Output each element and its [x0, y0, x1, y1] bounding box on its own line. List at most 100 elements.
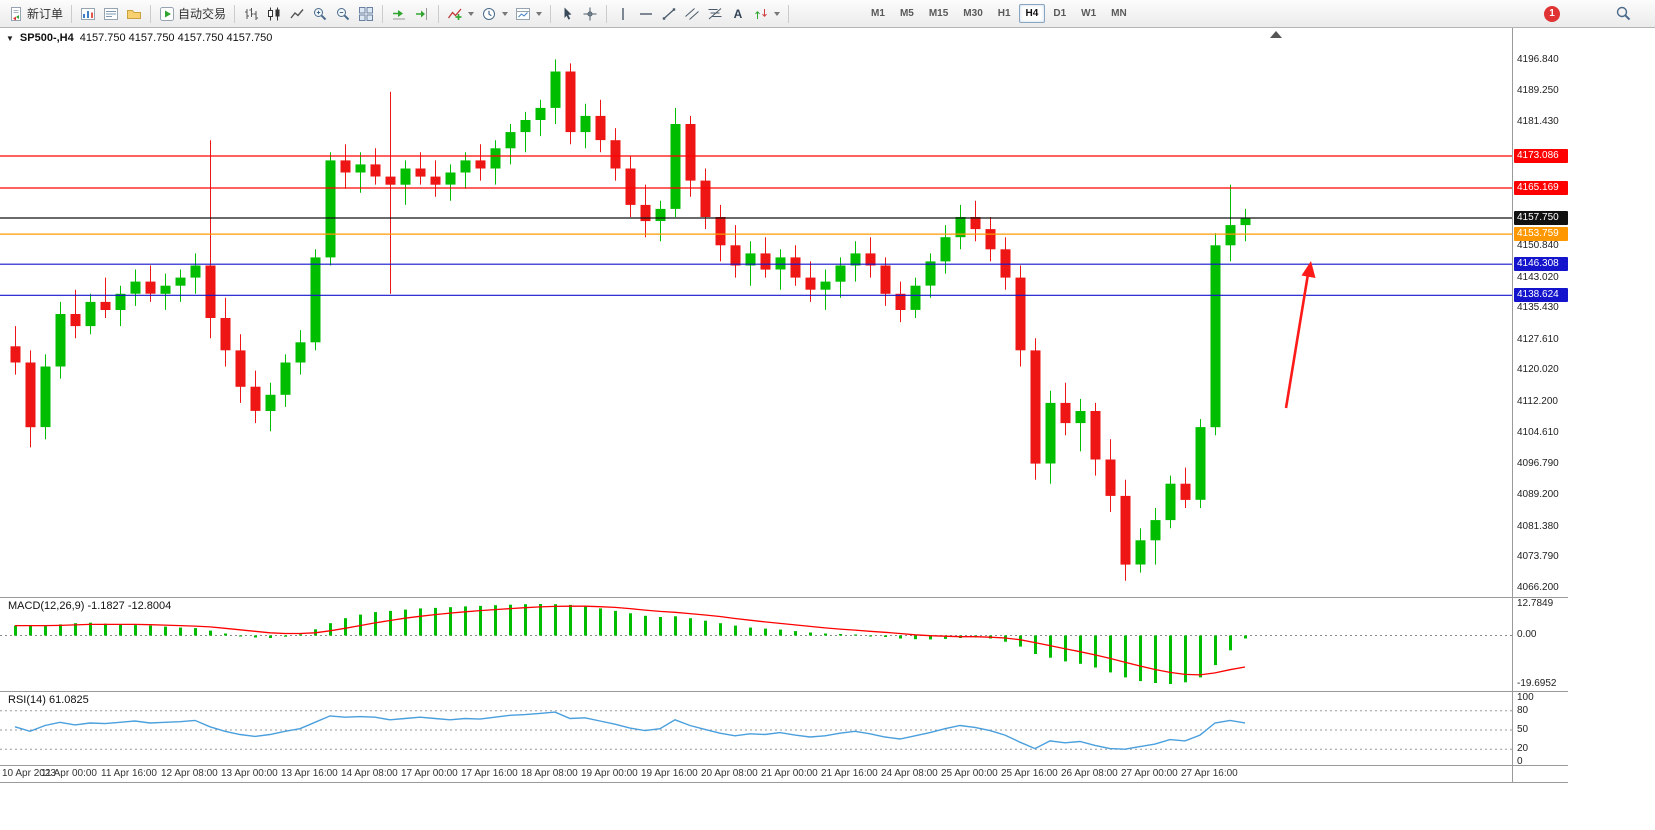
toolbar-separator [382, 4, 384, 23]
price-axis-label: 4120.020 [1517, 364, 1559, 376]
price-axis-label: 4196.840 [1517, 54, 1559, 65]
candlestick-chart-button[interactable] [263, 4, 285, 24]
toolbar-separator [438, 4, 440, 23]
timeframe-button-m30[interactable]: M30 [956, 4, 989, 23]
timeframe-button-m15[interactable]: M15 [922, 4, 955, 23]
timeframe-toolbar: M1 M5 M15 M30 H1 H4 D1 W1 MN [864, 4, 1134, 23]
equidistant-channel-icon [685, 7, 699, 20]
time-axis-label: 17 Apr 00:00 [401, 768, 458, 779]
cursor-button[interactable] [556, 4, 578, 24]
time-axis-label: 21 Apr 00:00 [761, 768, 818, 779]
time-axis-label: 10 Apr 2023 [2, 768, 56, 779]
auto-trading-icon [160, 6, 175, 21]
macd-axis-label: 0.00 [1517, 629, 1537, 641]
dropdown-caret-icon [774, 11, 781, 16]
vertical-line-icon [622, 7, 624, 20]
timeframe-button-h1[interactable]: H1 [991, 4, 1018, 23]
time-axis-label: 19 Apr 16:00 [641, 768, 698, 779]
trendline-button[interactable] [658, 4, 680, 24]
time-axis-label: 21 Apr 16:00 [821, 768, 878, 779]
chart-title: ▼ SP500-,H4 4157.750 4157.750 4157.750 4… [6, 32, 272, 44]
trend-arrow-annotation[interactable] [1284, 261, 1316, 409]
search-icon[interactable] [1615, 5, 1632, 22]
zoom-out-icon [337, 7, 350, 20]
text-tool-icon: A [734, 7, 743, 21]
indicators-button[interactable] [444, 4, 477, 24]
templates-icon [516, 7, 531, 20]
chart-shift-button[interactable] [411, 4, 433, 24]
time-axis-label: 19 Apr 00:00 [581, 768, 638, 779]
timeframe-button-w1[interactable]: W1 [1074, 4, 1103, 23]
time-axis-label: 27 Apr 00:00 [1121, 768, 1178, 779]
dropdown-caret-icon [536, 11, 543, 16]
time-axis-label: 12 Apr 08:00 [161, 768, 218, 779]
fibonacci-button[interactable] [704, 4, 726, 24]
market-watch-button[interactable] [77, 4, 99, 24]
time-axis-label: 13 Apr 16:00 [281, 768, 338, 779]
timeframe-button-mn[interactable]: MN [1104, 4, 1134, 23]
dropdown-caret-icon [502, 11, 509, 16]
price-axis-label: 4143.020 [1517, 271, 1559, 283]
candlestick-chart-icon [268, 7, 280, 20]
price-axis-label: 4073.790 [1517, 551, 1559, 563]
new-order-icon [11, 6, 21, 21]
notification-badge[interactable]: 1 [1544, 5, 1560, 22]
price-level-tag: 4165.169 [1514, 181, 1568, 195]
arrows-tool-icon [755, 8, 767, 19]
vertical-line-button[interactable] [612, 4, 634, 24]
arrows-tool-button[interactable] [750, 4, 783, 24]
one-click-trading-arrow[interactable]: ▼ [6, 33, 14, 43]
equidistant-channel-button[interactable] [681, 4, 703, 24]
line-chart-icon [290, 8, 304, 18]
time-axis[interactable]: 10 Apr 2023 11 Apr 00:00 11 Apr 16:00 12 Ap… [0, 766, 1512, 782]
rsi-axis-label: 20 [1517, 743, 1529, 755]
zoom-in-button[interactable] [309, 4, 331, 24]
time-axis-label: 25 Apr 16:00 [1001, 768, 1058, 779]
data-window-icon [104, 7, 119, 20]
macd-axis-label: 12.7849 [1517, 597, 1554, 609]
chart-shift-marker[interactable] [1270, 31, 1282, 38]
time-axis-label: 11 Apr 16:00 [101, 768, 157, 779]
time-axis-label: 20 Apr 08:00 [701, 768, 758, 779]
bar-chart-icon [245, 7, 259, 20]
price-level-tag: 4157.750 [1514, 210, 1568, 225]
crosshair-icon [583, 7, 597, 20]
rsi-axis-label: 0 [1517, 756, 1523, 767]
time-axis-label: 11 Apr 00:00 [41, 768, 97, 779]
horizontal-level-lines[interactable] [0, 155, 1512, 296]
new-order-button[interactable]: 新订单 [5, 3, 66, 24]
price-axis-label: 4189.250 [1517, 84, 1559, 96]
time-axis-label: 17 Apr 16:00 [461, 768, 518, 779]
timeframe-button-m5[interactable]: M5 [893, 4, 921, 23]
auto-scroll-icon [393, 9, 406, 19]
zoom-out-button[interactable] [332, 4, 354, 24]
auto-scroll-button[interactable] [388, 4, 410, 24]
templates-button[interactable] [512, 4, 545, 24]
price-axis-label: 4081.380 [1517, 520, 1559, 532]
price-axis-label: 4181.430 [1517, 116, 1559, 128]
navigator-button[interactable] [123, 4, 145, 24]
rsi-indicator-label: RSI(14) 61.0825 [8, 694, 89, 706]
timeframe-button-d1[interactable]: D1 [1046, 4, 1073, 23]
bar-chart-button[interactable] [240, 4, 262, 24]
crosshair-button[interactable] [579, 4, 601, 24]
data-window-button[interactable] [100, 4, 122, 24]
cursor-icon [564, 7, 572, 20]
svg-text:A: A [734, 7, 743, 21]
toolbar-separator [234, 4, 236, 23]
rsi-axis-label: 50 [1517, 724, 1529, 735]
timeframe-button-h4[interactable]: H4 [1018, 4, 1046, 23]
timeframe-button-m1[interactable]: M1 [864, 4, 892, 23]
auto-trading-button[interactable]: 自动交易 [156, 3, 229, 24]
periods-button[interactable] [478, 4, 511, 24]
price-axis[interactable]: 4196.840 4189.250 4181.430 4150.840 4143.020… [1512, 28, 1655, 783]
macd-indicator-label: MACD(12,26,9) -1.1827 -12.8004 [8, 600, 172, 612]
horizontal-line-button[interactable] [635, 4, 657, 24]
text-tool-button[interactable]: A [727, 4, 749, 24]
price-level-tag: 4173.086 [1514, 149, 1568, 163]
line-chart-button[interactable] [286, 4, 308, 24]
tile-windows-button[interactable] [355, 4, 377, 24]
zoom-in-icon [314, 7, 327, 20]
time-axis-label: 18 Apr 08:00 [521, 768, 578, 779]
